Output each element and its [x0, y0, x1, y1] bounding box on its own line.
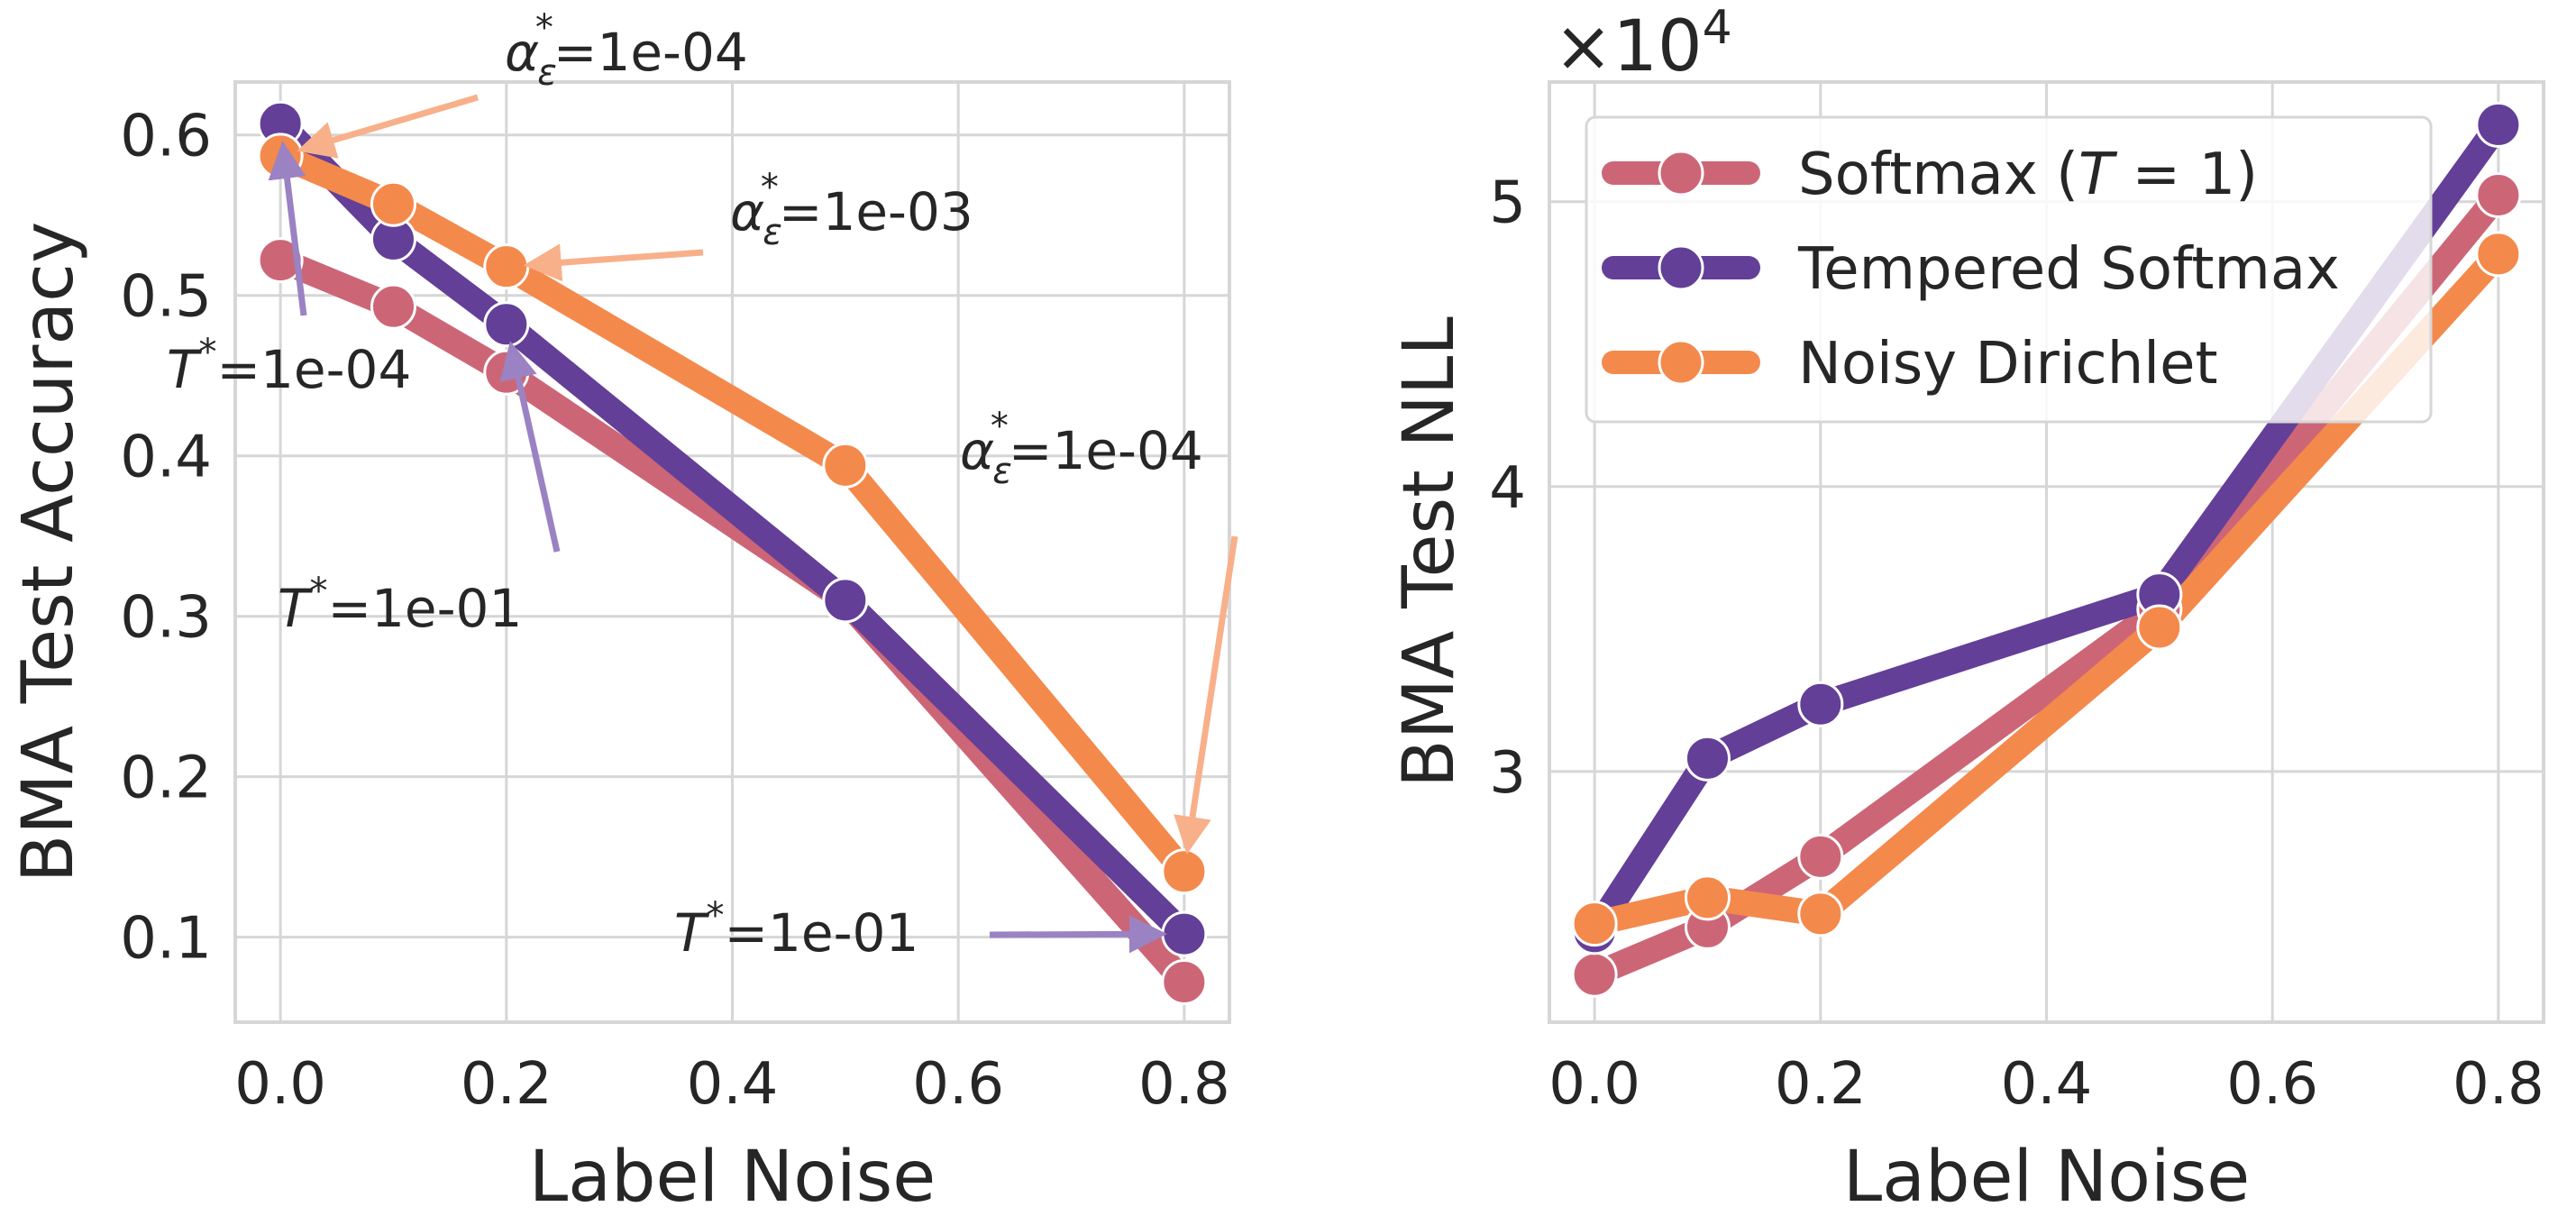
x-tick-label: 0.2: [461, 1051, 553, 1118]
legend-marker-tempered: [1658, 244, 1704, 291]
x-tick-label: 0.0: [1548, 1051, 1640, 1118]
data-point-tempered: [822, 577, 869, 624]
legend-item-tempered: Tempered Softmax: [1602, 236, 2340, 303]
data-point-noisy: [1571, 901, 1618, 947]
axes-frame: [1548, 80, 2545, 1024]
y-tick-label: 3: [1489, 740, 1526, 807]
data-point-tempered: [2475, 101, 2522, 148]
annotation-label: αε*=1e-04: [960, 406, 1203, 492]
legend-label: Tempered Softmax: [1797, 236, 2340, 303]
legend-marker-noisy: [1658, 339, 1704, 386]
data-point-softmax: [257, 237, 304, 284]
y-tick-label: 4: [1489, 455, 1526, 522]
y-tick-label: 0.4: [120, 425, 212, 491]
data-point-softmax: [1161, 959, 1208, 1006]
legend-label: Noisy Dirichlet: [1798, 331, 2218, 398]
y-tick-label: 0.6: [120, 104, 212, 170]
annotation-arrow: [1174, 535, 1238, 855]
legend-item-noisy: Noisy Dirichlet: [1602, 331, 2218, 398]
legend-marker-softmax: [1658, 150, 1704, 197]
x-tick-label: 0.6: [912, 1051, 1004, 1118]
x-tick-label: 0.4: [2001, 1051, 2093, 1118]
x-tick-label: 0.8: [2453, 1051, 2544, 1118]
data-point-softmax: [370, 283, 416, 330]
y-tick-label: 0.1: [120, 906, 212, 973]
y-tick-label: 0.5: [120, 264, 212, 331]
data-point-noisy: [370, 180, 416, 227]
y-tick-label: 0.2: [120, 745, 212, 812]
legend: Softmax (T = 1) Tempered Softmax Noisy Dir…: [1585, 115, 2433, 424]
annotation-label: T*=1e-04: [167, 332, 411, 400]
legend-label: Softmax (T = 1): [1798, 142, 2258, 208]
data-point-noisy: [483, 243, 530, 290]
y-offset-label: ×104: [1554, 1, 1732, 87]
data-point-tempered: [1684, 735, 1731, 782]
legend-box: [1585, 115, 2433, 424]
y-tick-label: 0.3: [120, 585, 212, 652]
y-tick-label: 5: [1489, 170, 1526, 237]
data-point-noisy: [2475, 231, 2522, 278]
annotation-arrow: [297, 94, 479, 159]
data-point-softmax: [1797, 833, 1844, 880]
data-point-softmax: [2475, 171, 2522, 218]
data-point-softmax: [1571, 951, 1618, 998]
data-point-noisy: [2136, 604, 2183, 651]
annotation-label: αε*=1e-04: [505, 7, 748, 94]
data-point-noisy: [1161, 848, 1208, 895]
x-tick-label: 0.6: [2226, 1051, 2318, 1118]
data-point-noisy: [822, 442, 869, 489]
accuracy-panel: 0.0 0.2 0.4 0.6 0.8 0.1 0.2 0.3 0.4 0.5 0.6 Label N…: [8, 7, 1238, 1216]
annotation-arrow: [268, 141, 307, 316]
annotation-label: αε*=1e-03: [730, 167, 973, 253]
annotation-arrow: [989, 915, 1167, 954]
data-point-noisy: [1797, 891, 1844, 937]
data-point-tempered: [1797, 681, 1844, 727]
x-tick-label: 0.8: [1138, 1051, 1230, 1118]
x-tick-label: 0.4: [687, 1051, 779, 1118]
annotation-label: T*=1e-01: [278, 571, 522, 639]
nll-panel: 0.0 0.2 0.4 0.6 0.8 3 4 5 Label Noise BMA Test NL…: [1389, 1, 2545, 1216]
data-point-noisy: [1684, 874, 1731, 921]
annotation-arrow: [523, 243, 704, 282]
legend-item-softmax: Softmax (T = 1): [1602, 142, 2258, 208]
x-tick-label: 0.0: [234, 1051, 326, 1118]
x-axis-label: Label Noise: [529, 1137, 936, 1216]
y-axis-label: BMA Test Accuracy: [8, 222, 89, 882]
x-tick-label: 0.2: [1775, 1051, 1867, 1118]
data-point-noisy: [257, 133, 304, 179]
x-axis-label: Label Noise: [1843, 1137, 2251, 1216]
annotation-label: T*=1e-01: [674, 895, 918, 964]
y-axis-label: BMA Test NLL: [1389, 316, 1470, 788]
data-point-tempered: [1161, 910, 1208, 957]
data-point-tempered: [483, 301, 530, 348]
annotation-arrow: [499, 341, 561, 553]
